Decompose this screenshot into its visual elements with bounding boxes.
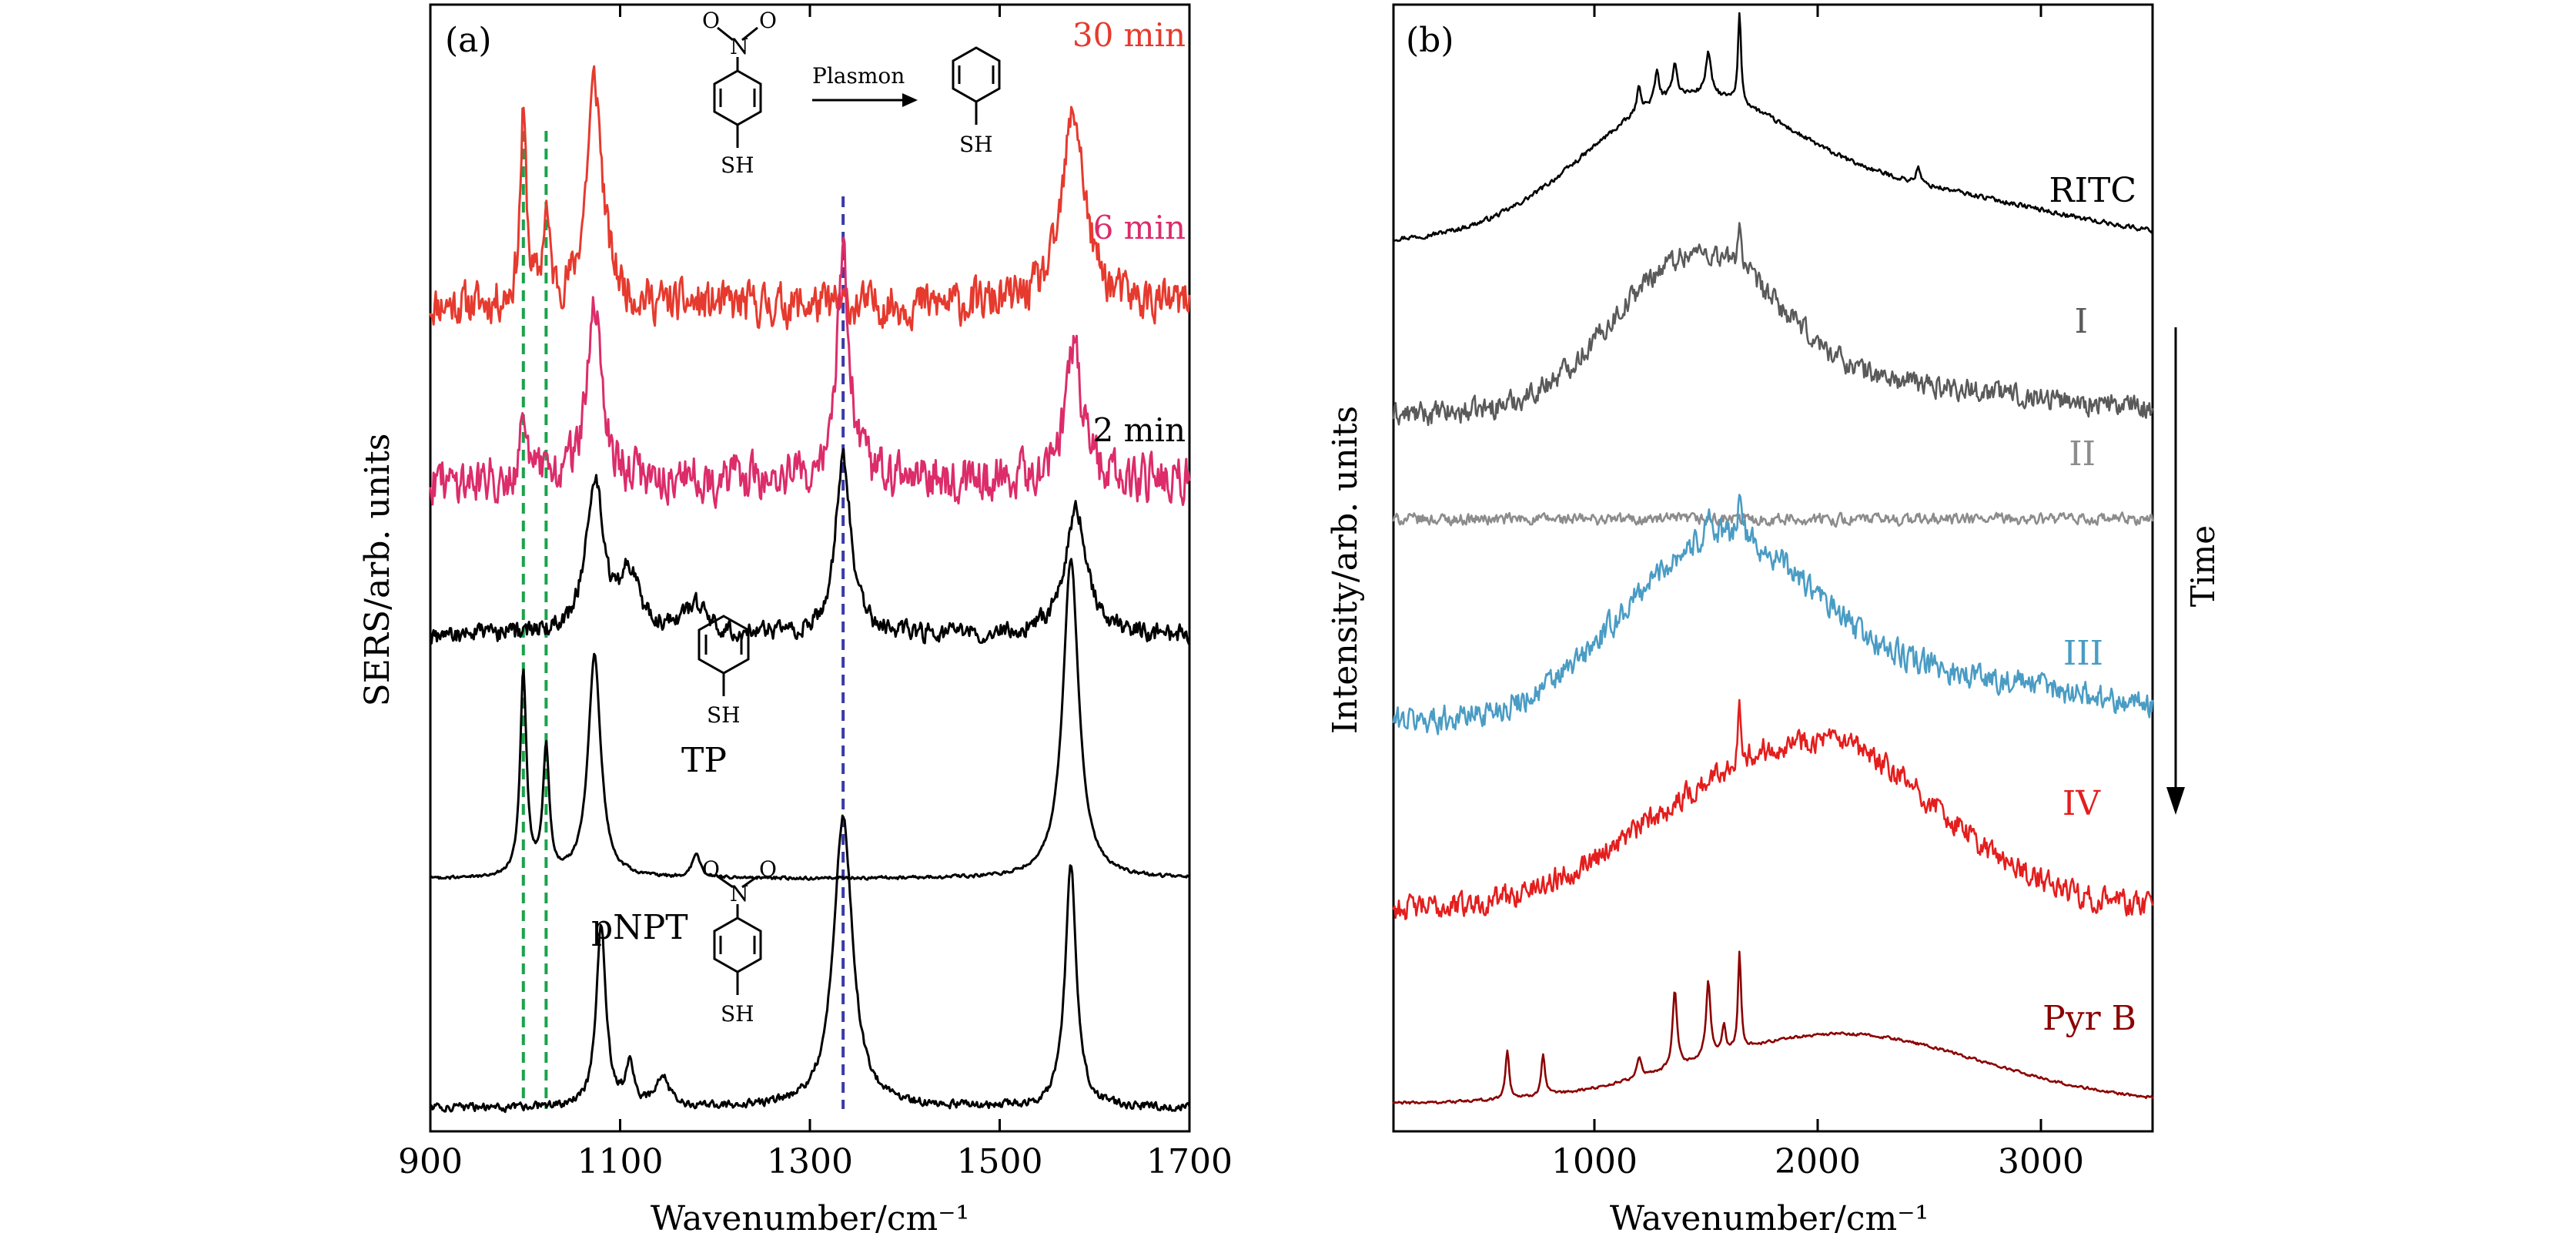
series-label-pnpt: pNPT <box>591 908 688 947</box>
time-label: Time <box>2184 525 2222 607</box>
series-line-pyr-b <box>1392 950 2154 1105</box>
series-label-6-min: 6 min <box>1093 209 1186 246</box>
oxygen-label: O <box>702 8 720 33</box>
panel-b-y-axis-label: Intensity/arb. units <box>1326 406 1365 734</box>
x-tick-label: 1000 <box>1551 1142 1638 1181</box>
series-line-ii <box>1392 511 2154 528</box>
x-tick-label: 1300 <box>767 1142 853 1181</box>
series-line-iv <box>1392 699 2154 920</box>
pnpt-molecule-top: O O N SH <box>702 8 777 178</box>
series-label-iii: III <box>2063 634 2103 673</box>
panel-a-x-ticks: 900 1100 1300 1500 1700 <box>398 5 1233 1181</box>
series-line-tp <box>429 558 1191 881</box>
series-line-2-min <box>429 447 1191 646</box>
series-line-30-min <box>429 65 1191 332</box>
oxygen-label: O <box>702 856 720 882</box>
panel-b: 1000 2000 3000 (b) Wavenumber/cm⁻¹ Intensi… <box>1326 3 2222 1238</box>
series-line-i <box>1392 222 2154 427</box>
series-line-ritc <box>1392 12 2154 243</box>
panel-b-x-axis-label: Wavenumber/cm⁻¹ <box>1610 1199 1929 1238</box>
oxygen-label: O <box>759 856 777 882</box>
panel-a-y-axis-label: SERS/arb. units <box>358 434 397 707</box>
x-tick-label: 3000 <box>1998 1142 2084 1181</box>
thiophenol-molecule-tp: SH <box>698 615 750 728</box>
pnpt-molecule-bottom: O O N SH <box>702 856 777 1027</box>
time-arrow: Time <box>2166 327 2222 815</box>
series-label-tp: TP <box>681 741 727 780</box>
sh-label: SH <box>721 152 754 178</box>
sh-label: SH <box>721 1001 754 1027</box>
series-label-30-min: 30 min <box>1072 16 1186 54</box>
series-line-pnpt <box>429 814 1191 1114</box>
panel-a: 900 1100 1300 1500 1700 (a) Wavenumber/cm⁻¹ … <box>358 3 1233 1238</box>
oxygen-label: O <box>759 8 777 33</box>
sh-label: SH <box>707 702 741 728</box>
panel-a-x-axis-label: Wavenumber/cm⁻¹ <box>651 1199 969 1238</box>
panel-b-label: (b) <box>1406 21 1454 60</box>
x-tick-label: 900 <box>398 1142 463 1181</box>
series-label-ritc: RITC <box>2049 171 2136 210</box>
series-label-iv: IV <box>2062 784 2101 823</box>
series-label-pyr-b: Pyr B <box>2042 999 2136 1038</box>
panel-a-label: (a) <box>445 21 492 60</box>
x-tick-label: 1700 <box>1146 1142 1233 1181</box>
series-line-iii <box>1392 494 2154 735</box>
thiophenol-molecule-top: SH <box>952 46 1001 157</box>
series-line-6-min <box>429 236 1191 509</box>
panel-b-frame <box>1392 3 2154 1133</box>
x-tick-label: 2000 <box>1775 1142 1861 1181</box>
panel-b-traces <box>1392 12 2154 1105</box>
series-label-2-min: 2 min <box>1093 411 1186 449</box>
plasmon-reaction-arrow: Plasmon <box>812 63 918 107</box>
x-tick-label: 1100 <box>577 1142 664 1181</box>
panel-a-traces <box>429 65 1191 1114</box>
panel-b-x-ticks: 1000 2000 3000 <box>1551 5 2084 1181</box>
sh-label: SH <box>959 132 993 157</box>
series-label-ii: II <box>2069 434 2096 474</box>
series-label-i: I <box>2075 302 2088 341</box>
plasmon-label: Plasmon <box>812 63 905 89</box>
panel-a-guide-lines <box>521 131 845 1109</box>
x-tick-label: 1500 <box>957 1142 1043 1181</box>
